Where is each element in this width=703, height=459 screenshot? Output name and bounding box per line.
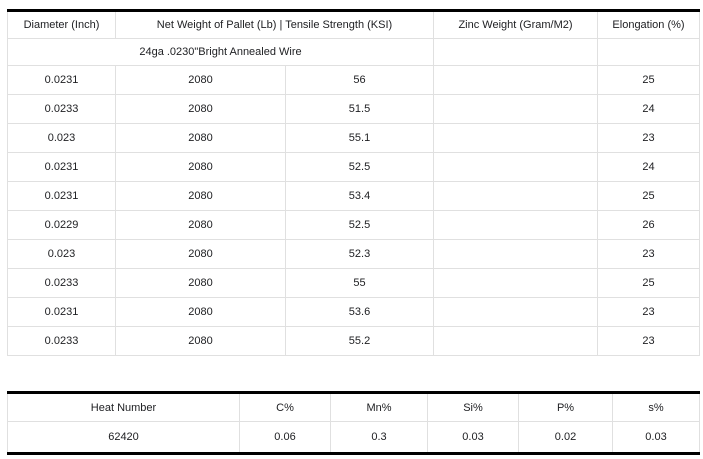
zinc-value: [433, 181, 598, 211]
diameter-value: 0.0231: [7, 181, 116, 211]
heat-number-value: 62420: [7, 421, 240, 454]
phosphorus-value: 0.02: [518, 421, 613, 454]
zinc-value: [433, 123, 598, 153]
chemistry-header-row: Heat Number C% Mn% Si% P% s%: [7, 392, 700, 422]
elongation-value: 23: [597, 326, 700, 356]
empty-cell: [433, 38, 598, 66]
header-zinc-weight: Zinc Weight (Gram/M2): [433, 10, 598, 39]
diameter-value: 0.0231: [7, 65, 116, 95]
header-carbon: C%: [239, 392, 331, 422]
elongation-value: 23: [597, 239, 700, 269]
empty-cell: [597, 38, 700, 66]
table-row: 0.0229 2080 52.5 26: [7, 210, 700, 240]
header-diameter: Diameter (Inch): [7, 10, 116, 39]
zinc-value: [433, 268, 598, 298]
carbon-value: 0.06: [239, 421, 331, 454]
table-row: 0.0233 2080 51.5 24: [7, 94, 700, 124]
diameter-value: 0.023: [7, 123, 116, 153]
tensile-value: 51.5: [285, 94, 434, 124]
net-weight-value: 2080: [115, 210, 286, 240]
net-weight-value: 2080: [115, 94, 286, 124]
product-subheader-row: 24ga .0230"Bright Annealed Wire: [7, 38, 700, 66]
table-row: 0.0231 2080 53.6 23: [7, 297, 700, 327]
net-weight-value: 2080: [115, 65, 286, 95]
net-weight-value: 2080: [115, 123, 286, 153]
net-weight-value: 2080: [115, 181, 286, 211]
net-weight-value: 2080: [115, 268, 286, 298]
elongation-value: 23: [597, 123, 700, 153]
diameter-value: 0.0229: [7, 210, 116, 240]
diameter-value: 0.0231: [7, 152, 116, 182]
header-net-weight-tensile: Net Weight of Pallet (Lb) | Tensile Stre…: [115, 10, 434, 39]
sulfur-value: 0.03: [612, 421, 700, 454]
zinc-value: [433, 326, 598, 356]
zinc-value: [433, 210, 598, 240]
net-weight-value: 2080: [115, 326, 286, 356]
tensile-value: 56: [285, 65, 434, 95]
zinc-value: [433, 297, 598, 327]
tensile-value: 52.5: [285, 152, 434, 182]
tensile-value: 55.2: [285, 326, 434, 356]
table-row: 0.0231 2080 52.5 24: [7, 152, 700, 182]
net-weight-value: 2080: [115, 297, 286, 327]
silicon-value: 0.03: [427, 421, 519, 454]
table-row: 0.023 2080 55.1 23: [7, 123, 700, 153]
manganese-value: 0.3: [330, 421, 428, 454]
diameter-value: 0.0233: [7, 326, 116, 356]
header-heat-number: Heat Number: [7, 392, 240, 422]
table-row: 0.023 2080 52.3 23: [7, 239, 700, 269]
elongation-value: 25: [597, 268, 700, 298]
elongation-value: 26: [597, 210, 700, 240]
header-silicon: Si%: [427, 392, 519, 422]
tensile-value: 52.3: [285, 239, 434, 269]
tensile-value: 52.5: [285, 210, 434, 240]
tensile-value: 55.1: [285, 123, 434, 153]
elongation-value: 23: [597, 297, 700, 327]
diameter-value: 0.023: [7, 239, 116, 269]
zinc-value: [433, 152, 598, 182]
spec-header-row: Diameter (Inch) Net Weight of Pallet (Lb…: [7, 10, 700, 39]
elongation-value: 25: [597, 181, 700, 211]
header-manganese: Mn%: [330, 392, 428, 422]
tensile-value: 53.6: [285, 297, 434, 327]
elongation-value: 24: [597, 152, 700, 182]
header-sulfur: s%: [612, 392, 700, 422]
header-elongation: Elongation (%): [597, 10, 700, 39]
table-row: 62420 0.06 0.3 0.03 0.02 0.03: [7, 421, 700, 454]
table-row: 0.0231 2080 56 25: [7, 65, 700, 95]
diameter-value: 0.0233: [7, 268, 116, 298]
elongation-value: 25: [597, 65, 700, 95]
diameter-value: 0.0231: [7, 297, 116, 327]
header-phosphorus: P%: [518, 392, 613, 422]
table-row: 0.0231 2080 53.4 25: [7, 181, 700, 211]
table-row: 0.0233 2080 55 25: [7, 268, 700, 298]
tensile-value: 53.4: [285, 181, 434, 211]
wire-spec-table: Diameter (Inch) Net Weight of Pallet (Lb…: [7, 9, 700, 356]
net-weight-value: 2080: [115, 152, 286, 182]
table-row: 0.0233 2080 55.2 23: [7, 326, 700, 356]
product-description: 24ga .0230"Bright Annealed Wire: [7, 38, 434, 66]
diameter-value: 0.0233: [7, 94, 116, 124]
heat-chemistry-table: Heat Number C% Mn% Si% P% s% 62420 0.06 …: [7, 391, 700, 455]
elongation-value: 24: [597, 94, 700, 124]
zinc-value: [433, 65, 598, 95]
zinc-value: [433, 239, 598, 269]
net-weight-value: 2080: [115, 239, 286, 269]
zinc-value: [433, 94, 598, 124]
tensile-value: 55: [285, 268, 434, 298]
